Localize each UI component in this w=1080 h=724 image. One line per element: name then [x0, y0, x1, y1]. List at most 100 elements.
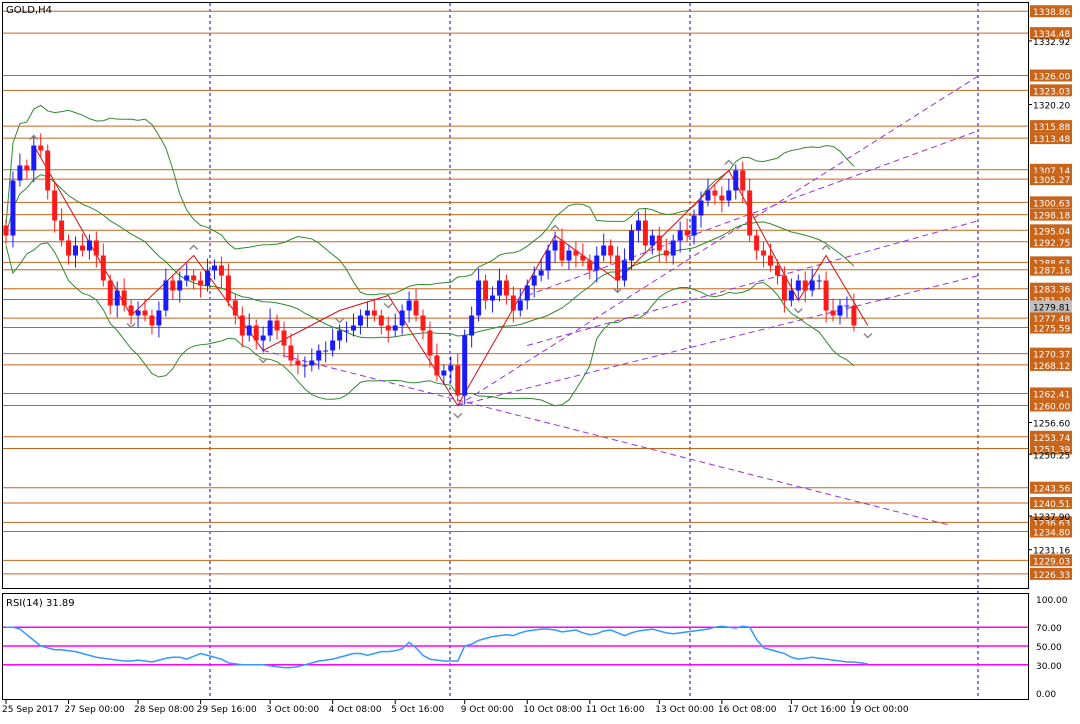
price-level-tag [1030, 347, 1072, 360]
price-level-tag-label: 1234.80 [1033, 529, 1070, 539]
price-level-tag-label: 1292.75 [1033, 239, 1070, 249]
time-axis-label: 4 Oct 08:00 [329, 705, 382, 715]
bear-candle [413, 300, 419, 316]
bull-candle [212, 265, 217, 271]
bull-candle [448, 365, 454, 371]
bear-candle [38, 145, 44, 151]
time-axis-label: 13 Oct 00:00 [655, 705, 714, 715]
time-axis-label: 5 Oct 16:00 [391, 705, 444, 715]
price-level-tag [1030, 312, 1072, 325]
bull-candle [476, 280, 482, 316]
price-level-tag [1030, 5, 1072, 18]
price-level-tag [1030, 399, 1072, 412]
time-axis-label: 10 Oct 08:00 [523, 705, 582, 715]
bull-candle [691, 215, 697, 236]
price-level-tag-label: 1326.00 [1033, 73, 1070, 83]
bear-candle [754, 235, 760, 251]
bear-candle [642, 220, 648, 246]
bull-candle [441, 370, 447, 376]
price-level-tag-label: 1338.86 [1033, 8, 1070, 18]
price-level-tag [1030, 321, 1072, 334]
price-level-tag [1030, 282, 1072, 295]
bear-candle [712, 190, 718, 196]
price-level-tag [1030, 430, 1072, 443]
time-axis-label: 19 Oct 00:00 [850, 705, 909, 715]
fractal-marker [335, 317, 345, 324]
time-axis-label: 3 Oct 00:00 [266, 705, 319, 715]
bull-candle [351, 325, 356, 331]
bear-candle [719, 195, 725, 201]
channel-middle-line [527, 220, 980, 346]
channel-upper-line [527, 130, 980, 296]
bear-candle [420, 315, 426, 331]
bear-candle [830, 310, 836, 316]
bear-candle [170, 280, 176, 291]
bear-candle [378, 315, 384, 326]
bull-candle [135, 310, 141, 316]
bear-candle [802, 280, 808, 291]
bull-candle [517, 300, 523, 311]
fractal-marker [613, 287, 623, 294]
bull-candle [316, 350, 322, 361]
time-axis-label: 29 Sep 16:00 [197, 705, 257, 715]
price-level-tag [1030, 196, 1072, 209]
fractal-marker [29, 134, 39, 141]
bull-candle [649, 235, 655, 246]
bull-candle [635, 220, 641, 231]
price-level-tag-label: 1305.27 [1033, 176, 1070, 186]
price-level-tag-label: 1275.59 [1033, 325, 1070, 335]
fractal-marker [383, 302, 393, 309]
time-axis-label: 25 Sep 2017 [2, 705, 59, 715]
bull-candle [357, 315, 363, 326]
price-level-tag-label: 1300.63 [1033, 199, 1070, 209]
fractal-marker [258, 357, 268, 364]
bull-candle [594, 255, 600, 271]
bear-candle [740, 170, 746, 191]
rsi-line [6, 625, 868, 669]
bear-candle [121, 290, 127, 306]
price-axis-label: 1250.25 [1033, 451, 1070, 461]
bear-candle [434, 355, 440, 376]
bear-candle [281, 330, 287, 346]
bear-candle [24, 165, 30, 171]
rsi-axis-label: 50.00 [1036, 643, 1062, 653]
price-level-tag [1030, 554, 1072, 567]
bear-candle [608, 245, 614, 256]
price-level-tag [1030, 120, 1072, 133]
bull-candle [795, 280, 801, 291]
bear-candle [747, 190, 753, 236]
rsi-axis-label: 100.00 [1036, 596, 1068, 606]
fractal-marker [793, 307, 803, 314]
bull-candle [246, 325, 252, 336]
bear-candle [3, 225, 9, 236]
price-level-tag-label: 1277.48 [1033, 315, 1070, 325]
bull-candle [837, 305, 843, 316]
price-level-tag-label: 1262.41 [1033, 390, 1070, 400]
bear-candle [774, 265, 780, 276]
time-axis-label: 9 Oct 00:00 [461, 705, 514, 715]
bull-candle [538, 270, 544, 276]
price-level-tag-label: 1334.48 [1033, 30, 1070, 40]
bull-candle [31, 145, 37, 171]
price-axis-label: 1237.90 [1033, 513, 1070, 523]
bull-candle [490, 295, 495, 301]
bear-candle [59, 220, 65, 241]
price-level-tag [1030, 567, 1072, 580]
bull-candle [726, 190, 732, 201]
price-level-tag [1030, 235, 1072, 248]
price-level-tag-label: 1243.56 [1033, 485, 1070, 495]
price-level-tag-label: 1313.48 [1033, 135, 1070, 145]
bear-candle [218, 265, 224, 276]
price-axis-label: 1256.60 [1033, 420, 1070, 430]
bull-candle [406, 300, 412, 311]
bear-candle [761, 250, 767, 256]
price-level-tag [1030, 387, 1072, 400]
bull-candle [705, 190, 711, 201]
fractal-marker [453, 412, 463, 419]
bear-candle [580, 255, 586, 261]
bear-candle [66, 240, 72, 256]
bear-candle [663, 250, 669, 256]
price-level-tag [1030, 163, 1072, 176]
